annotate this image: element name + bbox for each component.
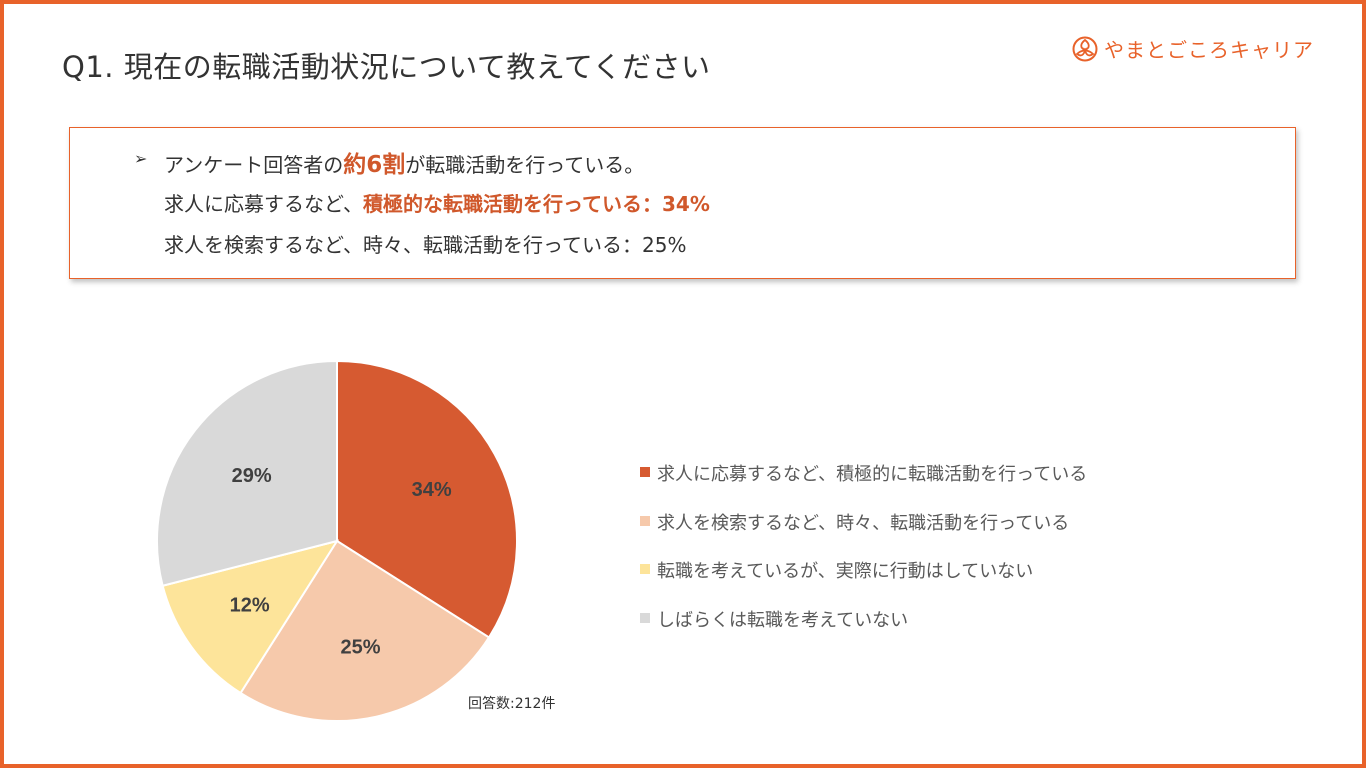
respondent-count: 回答数:212件: [468, 696, 556, 712]
summary-line-1-prefix: アンケート回答者の: [164, 153, 344, 177]
legend-swatch: [640, 515, 650, 526]
legend-item-3: 転職を考えているが、実際に行動はしていない: [640, 557, 1087, 606]
legend-swatch: [640, 564, 650, 574]
pie-slice-label-2: 25%: [341, 636, 381, 658]
summary-box: ➢ アンケート回答者の約6割が転職活動を行っている。 求人に応募するなど、積極的…: [69, 127, 1296, 279]
brand-name: やまとごころキャリア: [1104, 38, 1314, 62]
summary-line-2-prefix: 求人に応募するなど、: [164, 192, 363, 216]
page-title: Q1. 現在の転職活動状況について教えてください: [62, 50, 711, 84]
legend-label: しばらくは転職を考えていない: [657, 609, 909, 631]
summary-line-1-emphasis: 約6割: [343, 152, 406, 178]
pie-slice-3: [161, 539, 340, 695]
legend-label: 転職を考えているが、実際に行動はしていない: [657, 561, 1034, 582]
pie-slice-label-4: 29%: [232, 465, 272, 487]
pie-slice-label-3: 12%: [230, 594, 270, 616]
yamatogokoro-logo-icon: [1072, 36, 1098, 61]
summary-line-1: アンケート回答者の約6割が転職活動を行っている。: [164, 145, 644, 179]
pie-slice-1: [336, 359, 518, 639]
legend-item-4: しばらくは転職を考えていない: [640, 606, 1087, 655]
pie-slice-2: [239, 539, 491, 722]
summary-line-2: 求人に応募するなど、積極的な転職活動を行っている：34%: [164, 188, 710, 217]
legend-swatch: [640, 467, 650, 477]
pie-slice-4: [156, 359, 338, 587]
brand-logo: やまとごころキャリア: [1072, 34, 1314, 63]
summary-line-1-suffix: が転職活動を行っている。: [405, 153, 645, 177]
legend-label: 求人を検索するなど、時々、転職活動を行っている: [657, 512, 1070, 534]
legend-item-1: 求人に応募するなど、積極的に転職活動を行っている: [640, 460, 1087, 509]
summary-line-2-emphasis: 積極的な転職活動を行っている：34%: [363, 192, 710, 216]
legend-swatch: [640, 612, 650, 623]
arrow-bullet-icon: ➢: [134, 149, 148, 168]
pie-slice-label-1: 34%: [412, 479, 452, 501]
pie-chart: 34% 25% 12% 29%: [156, 359, 518, 722]
summary-line-3: 求人を検索するなど、時々、転職活動を行っている：25%: [164, 233, 687, 257]
legend-label: 求人に応募するなど、積極的に転職活動を行っている: [657, 464, 1088, 485]
legend-item-2: 求人を検索するなど、時々、転職活動を行っている: [640, 509, 1087, 558]
chart-legend: 求人に応募するなど、積極的に転職活動を行っている 求人を検索するなど、時々、転職活…: [640, 460, 1087, 654]
